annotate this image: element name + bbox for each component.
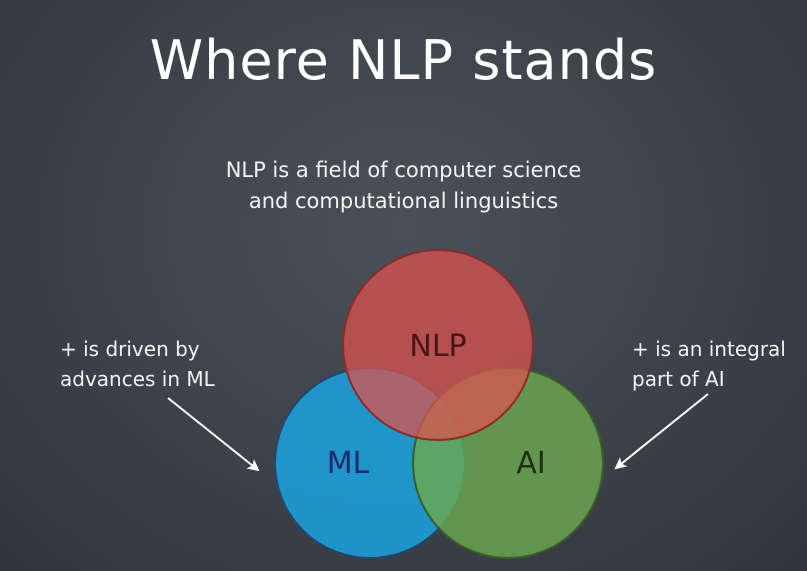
venn-label-ai: AI <box>516 446 545 481</box>
subtitle-line-2: and computational linguistics <box>248 189 559 213</box>
venn-circle-nlp <box>342 249 534 441</box>
arrow-left <box>167 397 260 472</box>
note-left-line-2: advances in ML <box>60 367 215 391</box>
note-right-line-2: part of AI <box>632 367 725 391</box>
slide-subtitle: NLP is a field of computer science and c… <box>0 155 807 217</box>
venn-label-nlp: NLP <box>409 329 466 364</box>
note-right: + is an integral part of AI <box>632 334 786 394</box>
note-left-line-1: + is driven by <box>60 337 200 361</box>
note-right-line-1: + is an integral <box>632 337 786 361</box>
subtitle-line-1: NLP is a field of computer science <box>225 158 582 182</box>
arrow-right <box>614 393 709 470</box>
note-left: + is driven by advances in ML <box>60 334 215 394</box>
slide-title: Where NLP stands <box>149 29 658 92</box>
venn-label-ml: ML <box>327 446 370 481</box>
